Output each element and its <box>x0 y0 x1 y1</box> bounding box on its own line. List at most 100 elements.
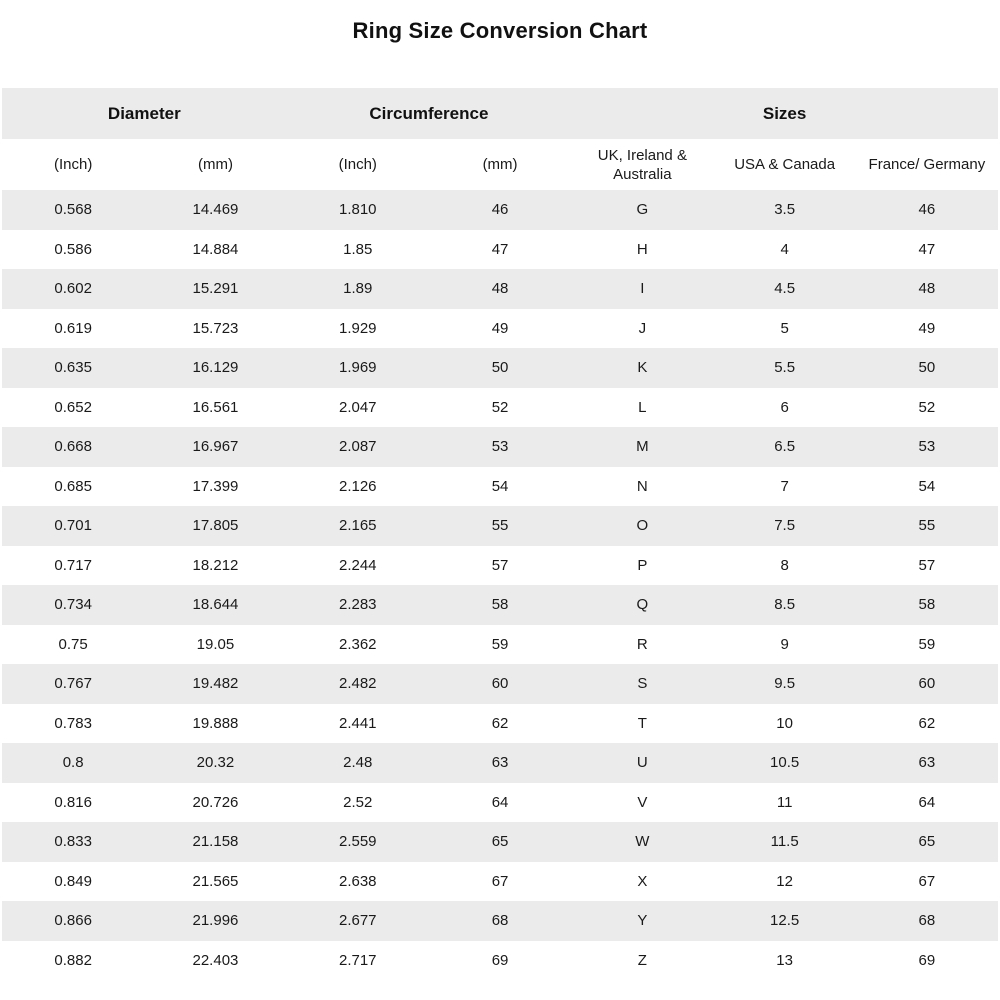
column-header-france-germany: France/ Germany <box>868 156 986 173</box>
table-cell: 0.882 <box>54 951 92 969</box>
table-cell: 7 <box>780 477 789 495</box>
table-row: 0.8 20.32 2.48 63 U 10.5 63 <box>2 743 998 783</box>
table-cell: 55 <box>491 517 509 535</box>
table-cell: 20.726 <box>192 793 239 811</box>
table-cell: 14.469 <box>192 201 239 219</box>
table-cell: 55 <box>918 517 936 535</box>
table-cell: 46 <box>491 201 509 219</box>
table-row: 0.783 19.888 2.441 62 T 10 62 <box>2 703 998 743</box>
table-cell: P <box>637 556 648 574</box>
table-cell: 2.48 <box>343 754 373 772</box>
table-cell: 3.5 <box>774 201 796 219</box>
table-group-header-row: Diameter Circumference Sizes <box>2 88 998 139</box>
table-cell: 52 <box>491 398 509 416</box>
table-row: 0.685 17.399 2.126 54 N 7 54 <box>2 466 998 506</box>
table-row: 0.619 15.723 1.929 49 J 5 49 <box>2 308 998 348</box>
page-title: Ring Size Conversion Chart <box>352 18 648 43</box>
table-cell: 17.399 <box>192 477 239 495</box>
table-cell: 1.89 <box>343 280 373 298</box>
table-cell: 57 <box>918 556 936 574</box>
table-cell: 54 <box>491 477 509 495</box>
table-cell: 62 <box>918 714 936 732</box>
table-cell: 48 <box>491 280 509 298</box>
table-cell: 10.5 <box>770 754 800 772</box>
table-cell: 59 <box>491 635 509 653</box>
table-cell: 6.5 <box>774 438 796 456</box>
table-cell: 16.129 <box>192 359 239 377</box>
table-cell: G <box>636 201 649 219</box>
table-row: 0.866 21.996 2.677 68 Y 12.5 68 <box>2 901 998 941</box>
table-cell: 46 <box>918 201 936 219</box>
table-cell: 8.5 <box>774 596 796 614</box>
table-cell: 57 <box>491 556 509 574</box>
table-cell: 1.85 <box>343 240 373 258</box>
table-cell: 50 <box>918 359 936 377</box>
table-cell: 2.677 <box>338 912 377 930</box>
table-row: 0.668 16.967 2.087 53 M 6.5 53 <box>2 427 998 467</box>
table-row: 0.734 18.644 2.283 58 Q 8.5 58 <box>2 585 998 625</box>
table-cell: 2.087 <box>338 438 377 456</box>
table-cell: 9.5 <box>774 675 796 693</box>
table-cell: 0.701 <box>54 517 92 535</box>
table-cell: 19.05 <box>196 635 235 653</box>
table-cell: 68 <box>918 912 936 930</box>
table-cell: 64 <box>491 793 509 811</box>
table-cell: 0.75 <box>58 635 88 653</box>
table-cell: Y <box>637 912 648 930</box>
table-cell: 69 <box>918 951 936 969</box>
table-cell: 12 <box>776 872 793 890</box>
table-cell: 2.638 <box>338 872 377 890</box>
table-cell: 1.969 <box>338 359 377 377</box>
table-cell: 7.5 <box>774 517 796 535</box>
group-header-diameter: Diameter <box>107 103 181 123</box>
page: Ring Size Conversion Chart Diameter Circ… <box>0 19 1000 980</box>
table-row: 0.602 15.291 1.89 48 I 4.5 48 <box>2 269 998 309</box>
table-cell: 2.244 <box>338 556 377 574</box>
table-cell: 11 <box>776 793 793 811</box>
table-cell: 0.816 <box>54 793 92 811</box>
table-cell: 19.888 <box>192 714 239 732</box>
table-row: 0.635 16.129 1.969 50 K 5.5 50 <box>2 348 998 388</box>
table-cell: O <box>636 517 649 535</box>
table-cell: Q <box>636 596 649 614</box>
table-cell: Z <box>637 951 647 969</box>
table-cell: 2.52 <box>343 793 373 811</box>
table-cell: 4.5 <box>774 280 796 298</box>
table-cell: J <box>638 319 647 337</box>
table-cell: 21.565 <box>192 872 239 890</box>
table-cell: R <box>636 635 648 653</box>
table-cell: 0.8 <box>62 754 84 772</box>
table-cell: 65 <box>491 833 509 851</box>
table-cell: 11.5 <box>770 833 799 851</box>
group-header-circumference: Circumference <box>369 103 489 123</box>
table-cell: 2.441 <box>338 714 377 732</box>
table-cell: 20.32 <box>196 754 235 772</box>
table-cell: 15.291 <box>192 280 239 298</box>
table-cell: L <box>638 398 647 416</box>
table-cell: 52 <box>918 398 936 416</box>
table-cell: 2.482 <box>338 675 377 693</box>
table-cell: 47 <box>491 240 509 258</box>
table-cell: 8 <box>780 556 789 574</box>
table-cell: 0.685 <box>54 477 92 495</box>
table-row: 0.849 21.565 2.638 67 X 12 67 <box>2 861 998 901</box>
table-cell: 19.482 <box>192 675 239 693</box>
table-cell: 0.668 <box>54 438 92 456</box>
table-cell: 12.5 <box>770 912 800 930</box>
table-cell: 0.635 <box>54 359 92 377</box>
table-cell: 0.783 <box>54 714 92 732</box>
table-cell: 63 <box>918 754 936 772</box>
table-cell: 6 <box>780 398 789 416</box>
table-cell: M <box>636 438 649 456</box>
table-cell: 53 <box>491 438 509 456</box>
table-cell: 5.5 <box>774 359 796 377</box>
table-cell: V <box>637 793 648 811</box>
table-cell: 0.619 <box>54 319 92 337</box>
table-cell: 2.717 <box>338 951 377 969</box>
table-cell: 64 <box>918 793 936 811</box>
table-cell: 0.767 <box>54 675 92 693</box>
table-cell: 50 <box>491 359 509 377</box>
table-cell: 65 <box>918 833 936 851</box>
table-cell: 10 <box>776 714 793 732</box>
table-row: 0.882 22.403 2.717 69 Z 13 69 <box>2 940 998 980</box>
